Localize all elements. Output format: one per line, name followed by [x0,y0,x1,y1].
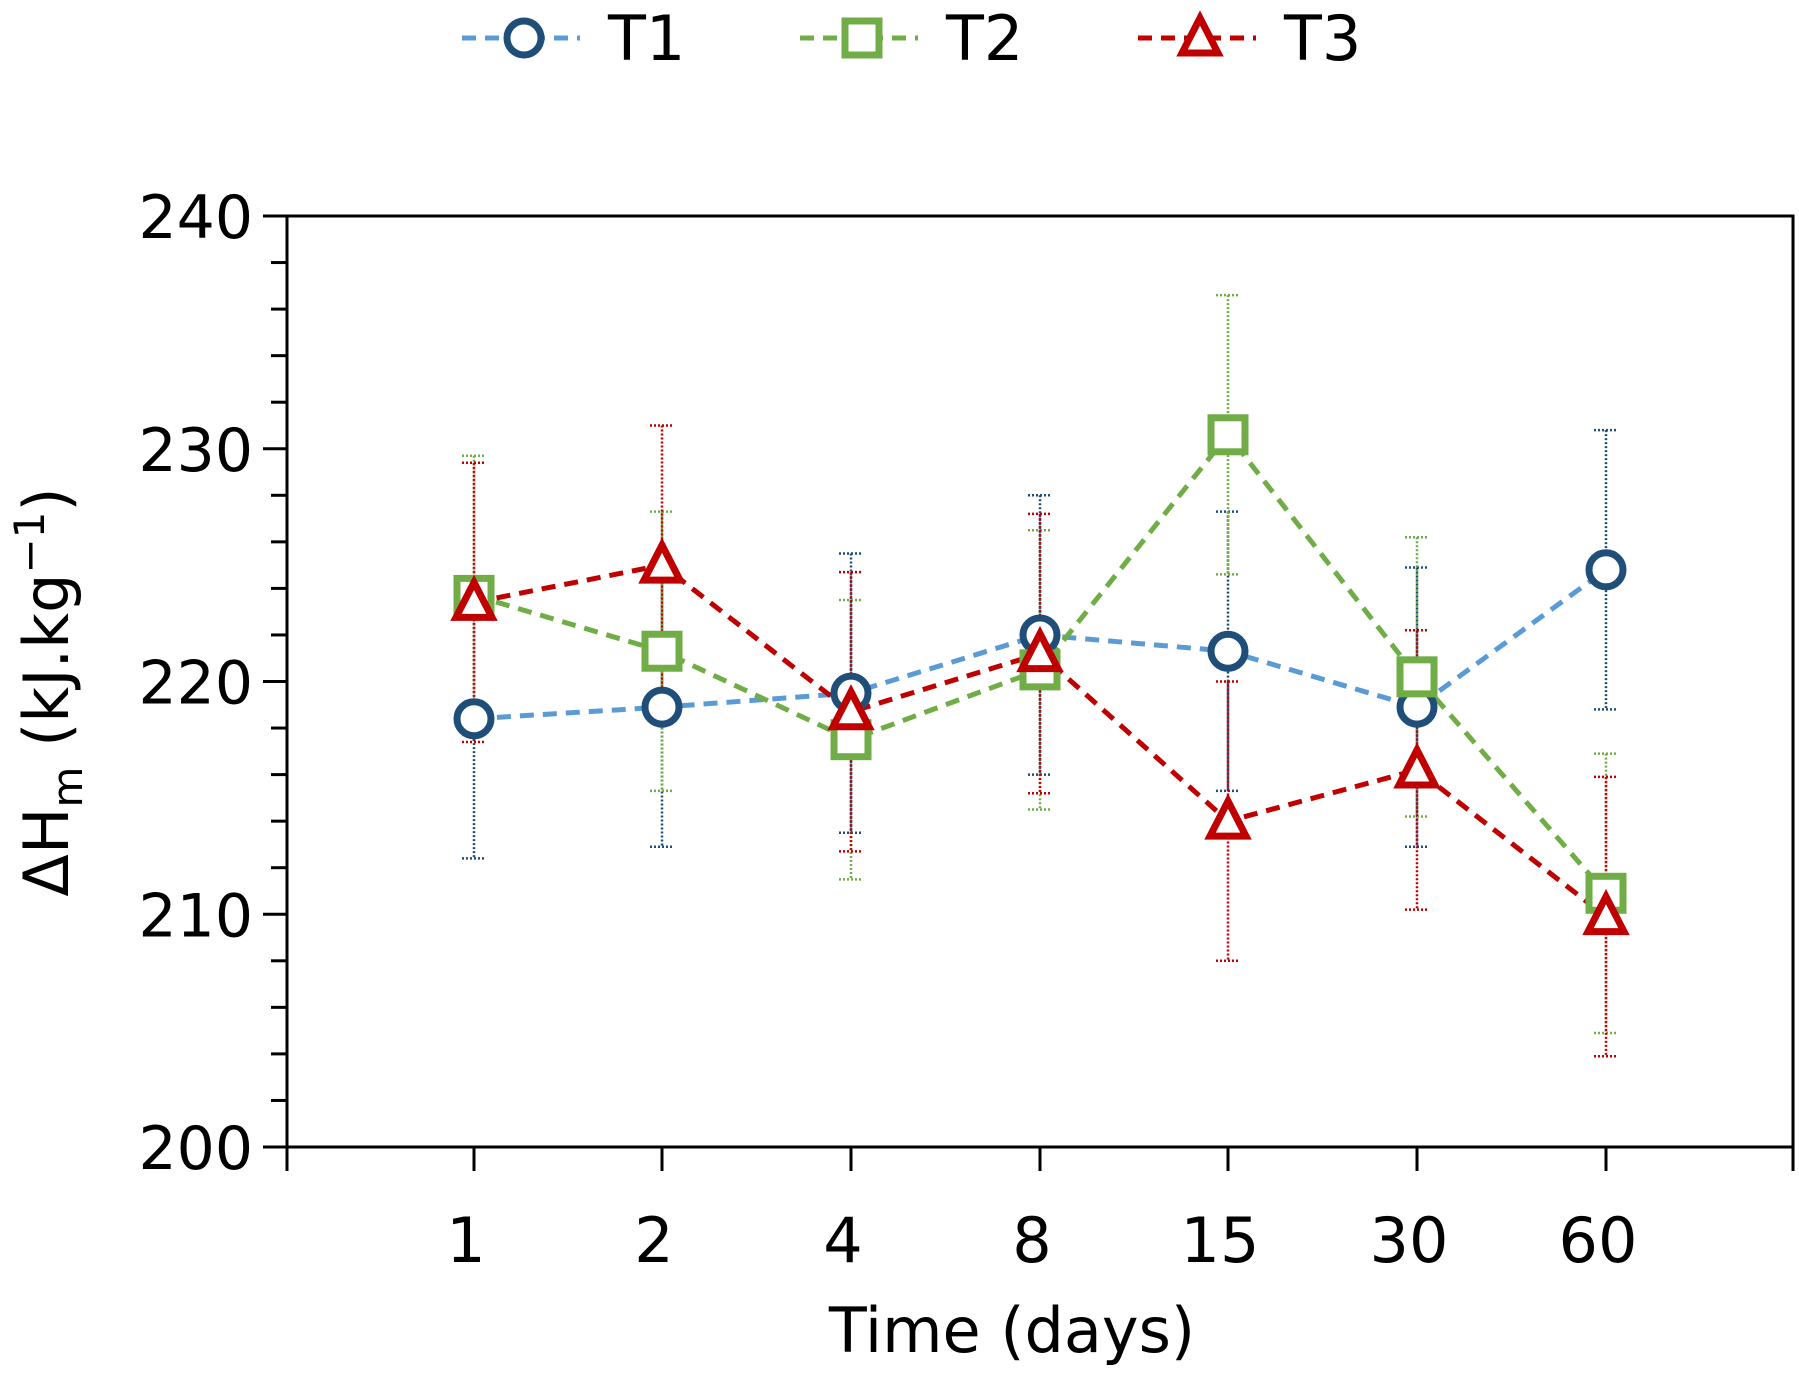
x-tick-label: 15 [1181,1204,1260,1277]
error-bar-T3 [1216,680,1240,963]
data-point-T2 [641,630,683,672]
y-tick-label: 210 [138,881,253,951]
series-markers [450,414,1630,936]
error-bar-T1 [1594,428,1618,711]
data-point-T3 [827,684,875,731]
y-tick-label: 220 [138,649,253,719]
data-point-T1 [641,686,683,728]
legend-item-T1: T1 [462,2,685,75]
data-point-T2 [1207,414,1249,456]
x-tick-label: 2 [634,1204,673,1277]
error-bar-T3 [1594,775,1618,1058]
data-point-T1 [453,698,495,740]
x-tick-label: 30 [1370,1204,1449,1277]
data-point-T3 [1016,625,1064,673]
x-tick-label: 8 [1012,1204,1051,1277]
y-tick-label: 230 [138,416,253,486]
error-bar-T3 [1028,512,1052,795]
y-axis: 200 210 220 230 240 [138,183,287,1184]
data-point-T1 [1585,549,1627,591]
x-tick-label: 1 [446,1204,485,1277]
data-point-T2 [1396,656,1438,698]
legend-label: T1 [607,2,685,75]
data-point-T3 [638,537,686,584]
legend-label: T2 [945,2,1023,75]
data-point-T3 [1204,793,1252,840]
y-tick-label: 200 [138,1114,253,1184]
error-bars [462,293,1618,1058]
legend-marker [841,17,883,59]
data-point-T3 [1582,888,1630,936]
legend: T1 T2 T3 [462,2,1361,75]
x-axis-label: Time (days) [828,1294,1195,1367]
y-axis-label: ΔHm (kJ.kg−1) [5,487,92,896]
x-tick-label: 60 [1559,1204,1638,1277]
error-bar-T3 [839,570,863,853]
data-point-T3 [450,574,498,621]
legend-item-T2: T2 [800,2,1023,75]
error-bar-T3 [1405,629,1429,911]
x-axis: 1 2 4 8 15 30 60 [285,1147,1795,1277]
y-tick-label: 240 [138,183,253,253]
data-point-T1 [1207,630,1249,672]
error-bar-T2 [1216,293,1240,576]
legend-label: T3 [1283,2,1361,75]
legend-item-T3: T3 [1138,2,1361,75]
error-bar-T2 [650,510,674,793]
x-tick-label: 4 [823,1204,862,1277]
legend-marker [1176,10,1224,57]
legend-marker [503,17,545,59]
error-bar-T3 [462,461,486,744]
data-point-T3 [1393,742,1441,789]
